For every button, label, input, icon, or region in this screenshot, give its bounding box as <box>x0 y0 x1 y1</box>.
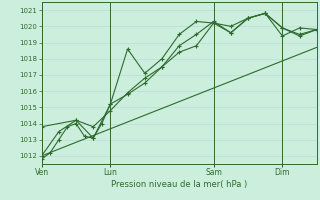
X-axis label: Pression niveau de la mer( hPa ): Pression niveau de la mer( hPa ) <box>111 180 247 189</box>
